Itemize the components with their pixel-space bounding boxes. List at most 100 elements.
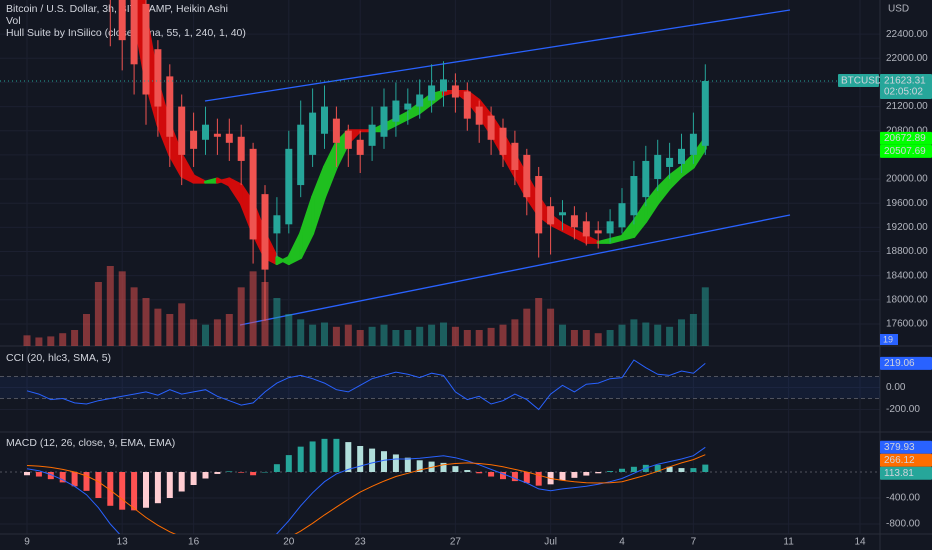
histogram-bar <box>357 445 364 472</box>
histogram-bar <box>440 462 447 472</box>
histogram-bar <box>500 471 506 480</box>
candle-body <box>142 3 150 95</box>
x-tick-label: 7 <box>691 537 697 548</box>
value-tag-box <box>880 453 932 467</box>
volume-bar <box>142 298 150 346</box>
candle-body <box>487 115 495 140</box>
volume-bar <box>559 324 566 346</box>
y-tick-label: -200.00 <box>886 404 920 415</box>
histogram-bar <box>166 471 173 498</box>
histogram-bar <box>583 471 590 476</box>
volume-bar <box>154 308 162 346</box>
histogram-bar <box>404 457 411 472</box>
volume-bar <box>451 326 459 346</box>
y-tick-label: 0.00 <box>886 382 906 393</box>
volume-bar <box>213 319 221 346</box>
candle-body <box>523 154 531 198</box>
candle-body <box>594 230 602 234</box>
macd-title: MACD (12, 26, close, 9, EMA, EMA) <box>6 437 175 449</box>
candle-body <box>630 176 638 216</box>
price-tag: 21623.31 <box>884 76 926 87</box>
candle-body <box>570 215 578 228</box>
histogram-bar <box>535 471 542 486</box>
volume-bar <box>475 330 483 346</box>
candle-body <box>213 133 221 137</box>
volume-bar <box>309 324 317 346</box>
histogram-bar <box>71 471 78 487</box>
x-tick-label: 11 <box>783 537 794 548</box>
volume-bar <box>428 324 436 346</box>
histogram-bar <box>83 471 90 491</box>
volume-bar <box>273 298 281 346</box>
price-tag-box <box>880 74 932 100</box>
volume-bar <box>618 324 626 346</box>
candle-body <box>285 148 293 225</box>
histogram-bar <box>262 471 268 473</box>
candle-body <box>606 221 614 234</box>
histogram-bar <box>273 464 280 472</box>
volume-bar <box>35 337 43 346</box>
histogram-bar <box>678 468 685 472</box>
x-tick-label: 13 <box>117 537 129 548</box>
y-tick-label: 18400.00 <box>886 270 928 281</box>
volume-bar <box>642 322 650 346</box>
candle-body <box>499 127 507 155</box>
histogram-bar <box>345 442 352 472</box>
y-tick-label: 20000.00 <box>886 174 928 185</box>
histogram-bar <box>595 471 602 474</box>
volume-tag: 19 <box>883 334 893 344</box>
x-tick-label: 4 <box>619 537 625 548</box>
candle-body <box>237 136 245 161</box>
candle-body <box>618 203 626 228</box>
volume-bar <box>511 319 519 346</box>
volume-bar <box>701 287 709 346</box>
histogram-bar <box>392 454 399 472</box>
volume-bar <box>106 266 114 346</box>
histogram-bar <box>321 438 328 472</box>
volume-bar <box>547 308 555 346</box>
candle-body <box>154 49 162 107</box>
candle-body <box>249 148 257 240</box>
candle-body <box>511 142 519 170</box>
candle-body <box>261 194 269 270</box>
volume-bar <box>23 335 31 346</box>
volume-bar <box>380 324 388 346</box>
channel-upper <box>204 9 791 102</box>
histogram-bar <box>297 446 304 472</box>
volume-bar <box>630 319 638 346</box>
volume-bar <box>666 326 674 346</box>
cci-line <box>26 359 706 411</box>
y-tick-label: 20800.00 <box>886 125 928 136</box>
y-tick-label: 19200.00 <box>886 222 928 233</box>
volume-bar <box>392 330 400 346</box>
volume-bar <box>416 326 424 346</box>
candle-body <box>547 206 555 225</box>
candle-body <box>332 118 340 143</box>
candle-body <box>392 100 400 122</box>
volume-bar <box>344 324 352 346</box>
candle-body <box>309 112 317 155</box>
volume-bar <box>356 330 364 346</box>
volume-bar <box>321 322 328 346</box>
countdown-tag: 02:05:02 <box>884 87 923 98</box>
volume-bar <box>47 336 55 346</box>
volume-bar <box>463 330 471 346</box>
volume-bar <box>440 322 447 346</box>
histogram-bar <box>464 470 471 472</box>
y-tick-label: 18000.00 <box>886 294 928 305</box>
volume-bar <box>523 308 531 346</box>
candle-body <box>368 124 376 146</box>
x-tick-label: 27 <box>450 537 462 548</box>
candle-body <box>666 157 674 167</box>
candle-body <box>416 94 424 107</box>
histogram-bar <box>59 471 66 483</box>
symbol-tag-box <box>838 74 879 88</box>
candle-body <box>582 221 590 237</box>
volume-bar <box>59 333 67 346</box>
histogram-bar <box>511 471 518 482</box>
y-tick-label: 21200.00 <box>886 101 928 112</box>
volume-tag-box <box>880 334 898 345</box>
candle-body <box>273 215 281 234</box>
histogram-bar <box>107 471 114 506</box>
